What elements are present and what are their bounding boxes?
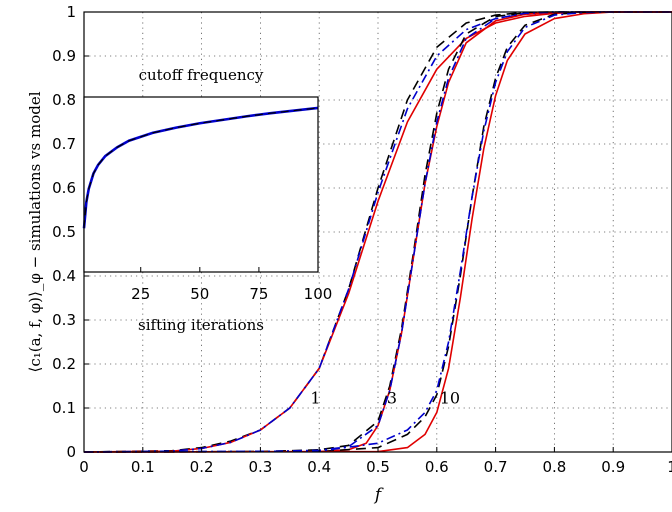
inset-tick-labels: 25 50 75 100 xyxy=(131,267,332,303)
x-tick-label: 0.2 xyxy=(190,458,214,476)
curve-annotation: 10 xyxy=(440,389,460,408)
y-tick-label: 0.4 xyxy=(52,267,76,285)
x-tick-label: 0.6 xyxy=(425,458,449,476)
series-line-10-dashdot xyxy=(83,11,672,453)
y-tick-label: 0.9 xyxy=(52,47,76,65)
inset-x-axis-label: sifting iterations xyxy=(138,316,264,334)
curve-annotations: 1 3 10 xyxy=(310,389,460,408)
y-tick-label: 0.6 xyxy=(52,179,76,197)
x-tick-label: 0.8 xyxy=(542,458,566,476)
inset-series-line xyxy=(83,107,319,229)
main-tick-labels: 00.10.20.30.40.50.60.70.80.9100.10.20.30… xyxy=(52,3,672,476)
x-axis-label: f xyxy=(373,485,384,505)
inset-x-tick-label: 50 xyxy=(190,285,209,303)
x-tick-label: 0 xyxy=(79,458,89,476)
inset-background xyxy=(84,97,318,272)
y-tick-label: 1 xyxy=(66,3,76,21)
y-tick-label: 0.8 xyxy=(52,91,76,109)
y-tick-label: 0.7 xyxy=(52,135,76,153)
inset-x-tick-label: 25 xyxy=(131,285,150,303)
series-line-10-solid xyxy=(83,11,672,453)
inset-title: cutoff frequency xyxy=(139,66,264,84)
inset-plot-frame xyxy=(83,96,319,273)
inset-x-tick-label: 75 xyxy=(249,285,268,303)
curve-annotation: 1 xyxy=(310,389,320,408)
x-tick-label: 0.1 xyxy=(131,458,155,476)
x-tick-label: 0.3 xyxy=(248,458,272,476)
inset-series-group xyxy=(82,106,319,229)
x-tick-label: 0.5 xyxy=(366,458,390,476)
y-tick-label: 0 xyxy=(66,443,76,461)
inset-x-tick-label: 100 xyxy=(304,285,333,303)
x-tick-label: 0.7 xyxy=(484,458,508,476)
y-tick-label: 0.2 xyxy=(52,355,76,373)
y-tick-label: 0.5 xyxy=(52,223,76,241)
x-tick-label: 0.4 xyxy=(307,458,331,476)
x-tick-label: 0.9 xyxy=(601,458,625,476)
y-tick-label: 0.3 xyxy=(52,311,76,329)
y-tick-label: 0.1 xyxy=(52,399,76,417)
curve-annotation: 3 xyxy=(387,389,397,408)
x-tick-label: 1 xyxy=(667,458,672,476)
y-axis-label: ⟨c₁(a, f, φ)⟩_φ − simulations vs model xyxy=(26,91,44,372)
